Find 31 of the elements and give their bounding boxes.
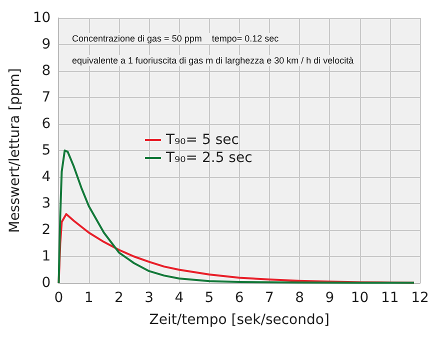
x-tick-label: 12 xyxy=(411,290,429,306)
x-tick-label: 0 xyxy=(54,290,64,306)
y-tick-label: 7 xyxy=(42,90,51,106)
y-tick-label: 10 xyxy=(32,10,51,26)
x-tick-label: 7 xyxy=(265,290,274,306)
y-tick-label: 8 xyxy=(42,63,51,79)
annotation: Concentrazione di gas = 50 ppm tempo= 0.12 sec xyxy=(72,34,280,44)
y-tick-label: 2 xyxy=(42,222,51,238)
x-tick-label: 6 xyxy=(234,290,244,306)
y-tick-label: 6 xyxy=(42,116,51,132)
x-tick-label: 1 xyxy=(84,290,94,306)
y-tick-label: 1 xyxy=(42,248,51,264)
legend-label: T₉₀= 2.5 sec xyxy=(165,150,252,166)
x-tick-label: 2 xyxy=(114,290,124,306)
y-tick-label: 9 xyxy=(42,36,51,52)
x-tick-label: 10 xyxy=(350,290,369,306)
x-tick-label: 9 xyxy=(325,290,334,306)
y-tick-label: 4 xyxy=(42,169,51,185)
annotation: equivalente a 1 fuoriuscita di gas m di larghezza e 30 km / h di velocità xyxy=(72,56,354,66)
x-axis-title: Zeit/tempo [sek/secondo] xyxy=(149,312,330,328)
y-tick-label: 5 xyxy=(42,142,51,158)
y-tick-label: 0 xyxy=(42,275,51,291)
x-tick-label: 11 xyxy=(380,290,399,306)
x-tick-label: 3 xyxy=(144,290,154,306)
x-tick-label: 5 xyxy=(204,290,214,306)
line-series xyxy=(58,150,415,284)
x-tick-label: 8 xyxy=(295,290,304,306)
y-tick-label: 3 xyxy=(42,196,51,212)
x-tick-label: 4 xyxy=(174,290,184,306)
y-axis-title: Messwert/lettura [ppm] xyxy=(7,68,23,233)
legend-label: T₉₀= 5 sec xyxy=(165,132,239,148)
